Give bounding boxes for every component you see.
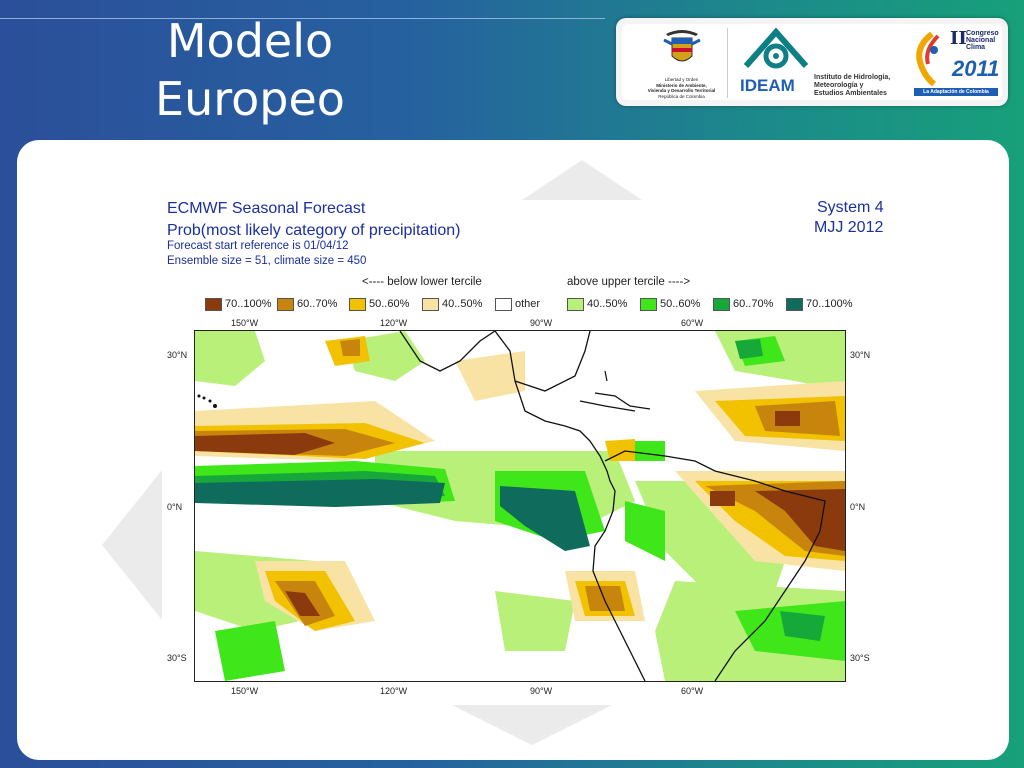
congreso-logo: II Congreso Nacional Clima 2011 La Adapt… (912, 28, 1002, 102)
coat-of-arms-icon (662, 30, 701, 62)
lon-label-bottom: 120°W (380, 686, 408, 696)
lon-label-top: 120°W (380, 318, 408, 328)
lat-label-left: 30°N (167, 350, 188, 360)
legend-swatch (786, 297, 803, 311)
ideam-line2: Meteorología y (814, 82, 864, 89)
legend-item: 60..70% (713, 297, 773, 311)
congreso-line3: Clima (966, 44, 986, 51)
legend-label: 40..50% (587, 298, 628, 310)
logos-panel: Libertad y Orden Ministerio de Ambiente,… (622, 24, 1002, 100)
slide-title-line1: Modelo (166, 14, 334, 68)
watermark-shape (102, 470, 162, 620)
forecast-subtitle: Prob(most likely category of precipitati… (167, 222, 461, 239)
forecast-period: MJJ 2012 (814, 219, 884, 236)
lon-label-bottom: 90°W (530, 686, 553, 696)
logo-divider (727, 28, 728, 98)
lat-label-left: 0°N (167, 502, 183, 512)
legend-item: other (495, 297, 540, 311)
forecast-start-ref: Forecast start reference is 01/04/12 (167, 240, 349, 252)
congreso-year: 2011 (952, 56, 1000, 81)
map-svg (195, 331, 845, 681)
legend-label: 50..60% (660, 298, 701, 310)
lon-label-bottom: 150°W (231, 686, 259, 696)
islands (594, 370, 651, 410)
legend-item: 40..50% (422, 297, 482, 311)
ideam-swirl-icon (743, 27, 809, 69)
below-70-100-regions (195, 411, 845, 616)
title-rule (0, 18, 605, 19)
logos-banner: Libertad y Orden Ministerio de Ambiente,… (616, 18, 1008, 106)
legend-item: 60..70% (277, 297, 337, 311)
ministry-line1: Libertad y Orden (664, 77, 699, 82)
ideam-logo: IDEAM Instituto de Hidrología, Meteorolo… (738, 26, 898, 102)
lat-label-right: 30°N (850, 350, 871, 360)
above-tercile-label: above upper tercile ----> (567, 276, 691, 288)
slide-title-line2: Europeo (155, 72, 345, 126)
legend-label: 50..60% (369, 298, 410, 310)
legend-item: 70..100% (205, 297, 271, 311)
ministry-line4: República de Colombia (658, 93, 705, 99)
precipitation-map (194, 330, 846, 682)
legend-item: 70..100% (786, 297, 852, 311)
watermark-shape (522, 160, 642, 200)
legend-label: 40..50% (442, 298, 483, 310)
coastline (399, 331, 826, 681)
hawaii-islands (197, 394, 217, 408)
ministry-line3: Vivienda y Desarrollo Territorial (647, 88, 716, 93)
lon-label-top: 150°W (231, 318, 259, 328)
ideam-line1: Instituto de Hidrología, (814, 74, 891, 81)
legend-swatch (277, 297, 294, 311)
ideam-name: IDEAM (740, 76, 795, 95)
legend-label: 60..70% (733, 298, 774, 310)
slide-title: Modelo Europeo (150, 12, 350, 128)
ministry-line2: Ministerio de Ambiente, (656, 82, 707, 88)
below-tercile-label: <---- below lower tercile (362, 276, 482, 288)
forecast-system: System 4 (817, 199, 884, 216)
forecast-ensemble: Ensemble size = 51, climate size = 450 (167, 255, 367, 267)
legend-label: other (515, 298, 541, 310)
legend-label: 70..100% (806, 298, 853, 310)
ideam-line3: Estudios Ambientales (814, 90, 887, 97)
legend-label: 70..100% (225, 298, 272, 310)
legend-swatch (205, 297, 222, 311)
watermark-shape (452, 705, 612, 745)
legend-swatch (567, 297, 584, 311)
congreso-line2: Nacional (966, 37, 996, 44)
ministry-logo: Libertad y Orden Ministerio de Ambiente,… (644, 26, 719, 102)
lon-label-top: 90°W (530, 318, 553, 328)
lat-label-right: 30°S (850, 653, 870, 663)
legend-item: 50..60% (640, 297, 700, 311)
congreso-line1: Congreso (966, 30, 999, 37)
lon-label-top: 60°W (681, 318, 704, 328)
forecast-title: ECMWF Seasonal Forecast (167, 200, 366, 217)
lon-label-bottom: 60°W (681, 686, 704, 696)
legend-swatch (349, 297, 366, 311)
legend-swatch (640, 297, 657, 311)
legend-item: 40..50% (567, 297, 627, 311)
lat-label-right: 0°N (850, 502, 866, 512)
legend-swatch (713, 297, 730, 311)
legend-swatch (495, 297, 512, 311)
congreso-roman: II (950, 28, 967, 49)
legend-label: 60..70% (297, 298, 338, 310)
legend-item: 50..60% (349, 297, 409, 311)
congreso-tagline: La Adaptación de Colombia (914, 88, 998, 96)
above-70-100-regions (195, 479, 590, 551)
legend-swatch (422, 297, 439, 311)
lat-label-left: 30°S (167, 653, 187, 663)
congreso-emblem-icon (916, 32, 940, 86)
